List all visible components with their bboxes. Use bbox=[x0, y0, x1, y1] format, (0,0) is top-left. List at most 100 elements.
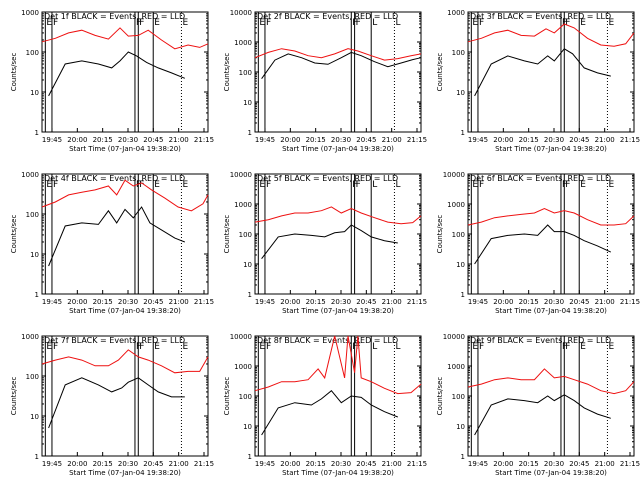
time-marker-label: E bbox=[259, 18, 265, 28]
chart-title: Det 4f BLACK = Events, RED = LLD bbox=[44, 174, 185, 183]
y-tick-label: 1000 bbox=[21, 333, 39, 341]
plot-frame bbox=[467, 11, 635, 133]
time-marker-label: E bbox=[259, 180, 265, 190]
time-marker-label: F bbox=[139, 18, 144, 28]
x-tick-label: 19:45 bbox=[468, 460, 488, 468]
plot-frame bbox=[254, 335, 422, 457]
y-tick-label: 100 bbox=[239, 231, 252, 239]
x-tick-label: 20:45 bbox=[569, 136, 589, 144]
y-tick-label: 1 bbox=[461, 453, 465, 461]
time-marker-label: E bbox=[580, 180, 586, 190]
x-tick-label: 20:15 bbox=[519, 136, 539, 144]
y-tick-label: 1000 bbox=[234, 201, 252, 209]
time-marker-label: F bbox=[479, 18, 484, 28]
x-tick-label: 20:30 bbox=[331, 460, 351, 468]
x-tick-label: 20:15 bbox=[93, 460, 113, 468]
x-tick-label: 20:45 bbox=[569, 460, 589, 468]
y-tick-label: 1000 bbox=[21, 171, 39, 179]
x-tick-label: 20:45 bbox=[356, 136, 376, 144]
plot-frame bbox=[41, 11, 209, 133]
x-tick-label: 21:00 bbox=[382, 460, 402, 468]
y-tick-label: 10 bbox=[30, 89, 39, 97]
y-axis-label: Counts/sec bbox=[10, 215, 18, 254]
x-axis-label: Start Time (07-Jan-04 19:38:20) bbox=[69, 307, 181, 315]
time-marker-label: E bbox=[46, 18, 52, 28]
time-marker-label: E bbox=[580, 342, 586, 352]
x-tick-label: 21:15 bbox=[620, 136, 640, 144]
time-marker-label: F bbox=[53, 180, 58, 190]
time-marker-label: E bbox=[154, 180, 160, 190]
lld-series-line bbox=[254, 335, 422, 395]
time-marker-label: E bbox=[154, 18, 160, 28]
x-tick-label: 21:00 bbox=[382, 136, 402, 144]
x-tick-label: 21:15 bbox=[407, 136, 427, 144]
x-axis-label: Start Time (07-Jan-04 19:38:20) bbox=[495, 307, 607, 315]
x-tick-label: 20:15 bbox=[93, 298, 113, 306]
lld-series-line bbox=[467, 208, 635, 226]
x-tick-label: 20:45 bbox=[569, 298, 589, 306]
plot-frame bbox=[254, 11, 422, 133]
time-marker-label: L bbox=[372, 342, 377, 352]
y-axis-label: Counts/sec bbox=[223, 377, 231, 416]
time-marker-label: E bbox=[472, 342, 478, 352]
time-marker-label: E bbox=[580, 18, 586, 28]
time-marker-label: L bbox=[395, 180, 400, 190]
y-tick-label: 1 bbox=[248, 129, 252, 137]
lld-series-line bbox=[41, 27, 209, 50]
chart-title: Det 7f BLACK = Events, RED = LLD bbox=[44, 336, 185, 345]
time-marker-label: F bbox=[266, 18, 271, 28]
y-tick-label: 1 bbox=[248, 453, 252, 461]
chart-panel: Det 3f BLACK = Events, RED = LLD 1 10 100 10… bbox=[436, 9, 640, 153]
x-axis-label: Start Time (07-Jan-04 19:38:20) bbox=[282, 469, 394, 477]
y-tick-label: 100 bbox=[452, 49, 465, 57]
y-tick-label: 10 bbox=[243, 99, 252, 107]
x-tick-label: 21:15 bbox=[194, 298, 214, 306]
x-tick-label: 19:45 bbox=[42, 136, 62, 144]
x-tick-label: 20:30 bbox=[118, 136, 138, 144]
chart-panel: Det 8f BLACK = Events, RED = LLD 1 10 100 10… bbox=[223, 333, 427, 477]
y-axis-label: Counts/sec bbox=[10, 53, 18, 92]
x-tick-label: 20:45 bbox=[143, 460, 163, 468]
lld-series-line bbox=[467, 368, 635, 395]
chart-panel: Det 2f BLACK = Events, RED = LLD 1 10 100 10… bbox=[223, 9, 427, 153]
plot-frame bbox=[41, 335, 209, 457]
events-series-line bbox=[261, 51, 422, 79]
chart-title: Det 2f BLACK = Events, RED = LLD bbox=[257, 12, 398, 21]
time-marker-label: F bbox=[53, 18, 58, 28]
y-tick-label: 10000 bbox=[443, 171, 465, 179]
y-axis-label: Counts/sec bbox=[10, 377, 18, 416]
x-tick-label: 21:00 bbox=[169, 136, 189, 144]
time-marker-label: F bbox=[565, 180, 570, 190]
x-tick-label: 21:00 bbox=[169, 298, 189, 306]
time-marker-label: E bbox=[608, 342, 614, 352]
x-tick-label: 21:15 bbox=[620, 298, 640, 306]
time-marker-label: E bbox=[608, 18, 614, 28]
x-tick-label: 21:00 bbox=[169, 460, 189, 468]
events-series-line bbox=[48, 377, 185, 429]
x-tick-label: 20:00 bbox=[280, 460, 300, 468]
x-tick-label: 20:30 bbox=[118, 460, 138, 468]
time-marker-label: F bbox=[139, 180, 144, 190]
y-tick-label: 1 bbox=[35, 291, 39, 299]
time-marker-label: F bbox=[479, 342, 484, 352]
x-tick-label: 21:15 bbox=[407, 298, 427, 306]
time-marker-label: E bbox=[46, 342, 52, 352]
y-tick-label: 1 bbox=[461, 291, 465, 299]
events-series-line bbox=[474, 394, 611, 436]
y-tick-label: 10 bbox=[30, 251, 39, 259]
lld-series-line bbox=[41, 179, 209, 212]
chart-panel: Det 7f BLACK = Events, RED = LLD 1 10 100 10… bbox=[10, 333, 214, 477]
lld-series-line bbox=[254, 48, 422, 61]
chart-panel: Det 9f BLACK = Events, RED = LLD 1 10 100 10… bbox=[436, 333, 640, 477]
x-tick-label: 20:15 bbox=[306, 298, 326, 306]
y-tick-label: 10 bbox=[456, 423, 465, 431]
y-tick-label: 10000 bbox=[230, 171, 252, 179]
x-axis-label: Start Time (07-Jan-04 19:38:20) bbox=[69, 145, 181, 153]
x-tick-label: 19:45 bbox=[42, 298, 62, 306]
time-marker-label: E bbox=[154, 342, 160, 352]
time-marker-label: E bbox=[259, 342, 265, 352]
events-series-line bbox=[48, 51, 185, 97]
y-tick-label: 10 bbox=[243, 261, 252, 269]
y-axis-label: Counts/sec bbox=[436, 377, 444, 416]
